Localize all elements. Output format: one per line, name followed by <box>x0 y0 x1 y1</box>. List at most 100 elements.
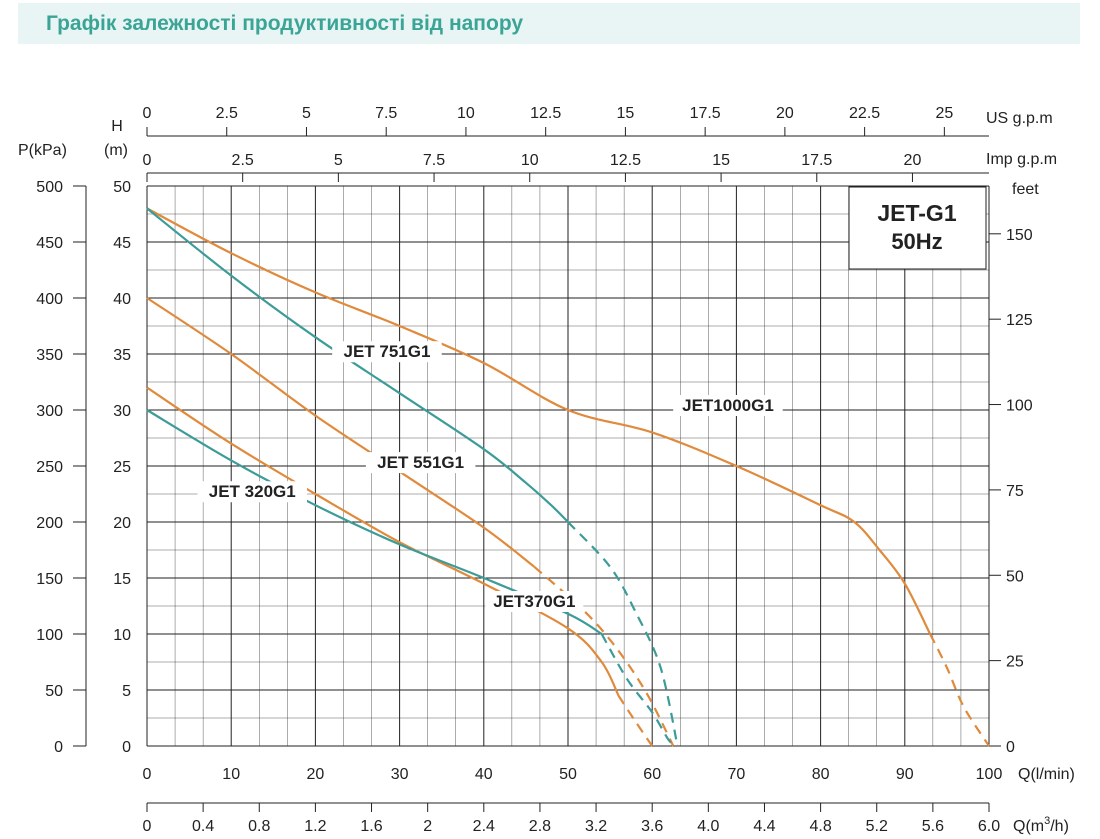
x-tick-label-imp: 10 <box>521 152 539 169</box>
x-tick-label-m3h: 1.2 <box>304 818 326 835</box>
y-tick-label-kpa: 350 <box>36 347 63 364</box>
curve-label-jet1000g1: JET1000G1 <box>682 396 774 415</box>
x-tick-label-us: 25 <box>935 105 953 122</box>
y-tick-label-feet: 75 <box>1006 483 1024 500</box>
curve-label-bg <box>485 591 584 612</box>
y-tick-label-feet: 125 <box>1006 312 1033 329</box>
y-tick-label-kpa: 500 <box>36 179 63 196</box>
x-axis-label-imp: Imp g.p.m <box>986 151 1057 168</box>
x-tick-label-us: 17.5 <box>690 105 721 122</box>
x-tick-label-us: 12.5 <box>530 105 561 122</box>
x-tick-label-m3h: 4.0 <box>697 818 719 835</box>
x-tick-label-imp: 0 <box>143 152 152 169</box>
curve-labels: JET1000G1 JET 751G1 JET 551G1 JET 320G1 JET3… <box>197 341 783 612</box>
x-tick-label-m3h: 2.8 <box>529 818 551 835</box>
x-tick-label-lmin: 70 <box>728 766 746 783</box>
curve-extension-jet-320g1 <box>617 694 654 747</box>
curve-extension-jet370g1 <box>600 633 679 747</box>
y-tick-label-kpa: 300 <box>36 403 63 420</box>
x-axis-label-lmin: Q(l/min) <box>1018 766 1075 783</box>
x-tick-label-imp: 12.5 <box>610 152 641 169</box>
x-tick-label-us: 20 <box>776 105 794 122</box>
x-tick-label-lmin: 100 <box>976 766 1003 783</box>
y-tick-label-m: 0 <box>122 739 131 756</box>
y-axis-label-m-top: H <box>111 118 123 135</box>
curve-label-bg <box>197 481 307 503</box>
curve-extension-jet1000g1 <box>929 633 990 747</box>
x-tick-label-lmin: 80 <box>812 766 830 783</box>
y-tick-label-kpa: 50 <box>45 683 63 700</box>
y-tick-label-m: 30 <box>113 403 131 420</box>
y-tick-label-feet: 150 <box>1006 227 1033 244</box>
curve-extension-jet-751g1 <box>567 521 679 747</box>
x-tick-label-imp: 20 <box>904 152 922 169</box>
y-tick-label-m: 45 <box>113 235 131 252</box>
x-axis-label-us: US g.p.m <box>986 110 1053 127</box>
y-tick-label-m: 25 <box>113 459 131 476</box>
y-tick-label-m: 50 <box>113 179 131 196</box>
x-tick-label-us: 2.5 <box>216 105 238 122</box>
x-tick-label-us: 22.5 <box>849 105 880 122</box>
x-tick-label-m3h: 5.2 <box>866 818 888 835</box>
y-tick-label-feet: 50 <box>1006 568 1024 585</box>
x-tick-label-m3h: 0.8 <box>248 818 270 835</box>
y-tick-label-kpa: 400 <box>36 291 63 308</box>
x-tick-label-lmin: 10 <box>222 766 240 783</box>
curve-jet-551g1 <box>146 297 535 568</box>
x-tick-label-imp: 2.5 <box>232 152 254 169</box>
curve-jet-320g1 <box>146 386 620 697</box>
legend-box: JET-G1 50Hz <box>848 186 987 270</box>
y-tick-label-kpa: 100 <box>36 627 63 644</box>
legend-line-1: JET-G1 <box>877 200 956 226</box>
curve-label-jet-551g1: JET 551G1 <box>377 453 464 472</box>
y-tick-label-m: 15 <box>113 571 131 588</box>
curve-jet-751g1 <box>146 207 569 523</box>
y-tick-label-m: 20 <box>113 515 131 532</box>
x-tick-label-m3h: 4.4 <box>753 818 775 835</box>
chart-grid <box>146 185 990 747</box>
y-tick-label-feet: 25 <box>1006 654 1024 671</box>
x-tick-label-us: 10 <box>457 105 475 122</box>
x-tick-label-lmin: 60 <box>643 766 661 783</box>
x-tick-label-m3h: 6.0 <box>978 818 1000 835</box>
x-tick-label-lmin: 40 <box>475 766 493 783</box>
y-tick-label-m: 35 <box>113 347 131 364</box>
x-tick-label-us: 15 <box>617 105 635 122</box>
curve-label-jet-320g1: JET 320G1 <box>209 482 296 501</box>
chart-axes: 0 10 20 30 40 50 60 70 80 90 100 Q(l/min)0 0.4 0.8 1.2… <box>18 105 1075 835</box>
x-tick-label-m3h: 3.2 <box>585 818 607 835</box>
y-tick-label-m: 40 <box>113 291 131 308</box>
x-tick-label-imp: 7.5 <box>423 152 445 169</box>
legend-line-2: 50Hz <box>891 229 942 254</box>
x-tick-label-lmin: 90 <box>896 766 914 783</box>
y-axis-label-m: (m) <box>104 142 128 159</box>
x-tick-label-lmin: 30 <box>391 766 409 783</box>
x-tick-label-us: 5 <box>302 105 311 122</box>
x-tick-label-m3h: 2.4 <box>473 818 495 835</box>
y-tick-label-kpa: 200 <box>36 515 63 532</box>
x-tick-label-us: 0 <box>143 105 152 122</box>
y-tick-label-feet: 100 <box>1006 398 1033 415</box>
legend-frame <box>848 186 987 270</box>
curve-label-bg <box>365 452 476 474</box>
curve-jet1000g1 <box>146 207 932 635</box>
x-tick-label-lmin: 20 <box>307 766 325 783</box>
x-tick-label-m3h: 0.4 <box>192 818 214 835</box>
x-axis-label-m3h: Q(m3/h) <box>1013 815 1069 835</box>
curve-label-bg <box>673 395 783 416</box>
x-tick-label-imp: 17.5 <box>801 152 832 169</box>
curve-label-jet-751g1: JET 751G1 <box>343 342 430 361</box>
y-tick-label-kpa: 0 <box>54 739 63 756</box>
x-tick-label-lmin: 50 <box>559 766 577 783</box>
y-tick-label-m: 5 <box>122 683 131 700</box>
x-tick-label-imp: 5 <box>334 152 343 169</box>
y-tick-label-m: 10 <box>113 627 131 644</box>
y-tick-label-kpa: 250 <box>36 459 63 476</box>
y-axis-label-kpa: P(kPa) <box>18 142 67 159</box>
y-tick-label-kpa: 150 <box>36 571 63 588</box>
y-tick-label-kpa: 450 <box>36 235 63 252</box>
y-axis-label-feet: feet <box>1012 181 1039 198</box>
x-tick-label-m3h: 4.8 <box>809 818 831 835</box>
x-tick-label-imp: 15 <box>712 152 730 169</box>
